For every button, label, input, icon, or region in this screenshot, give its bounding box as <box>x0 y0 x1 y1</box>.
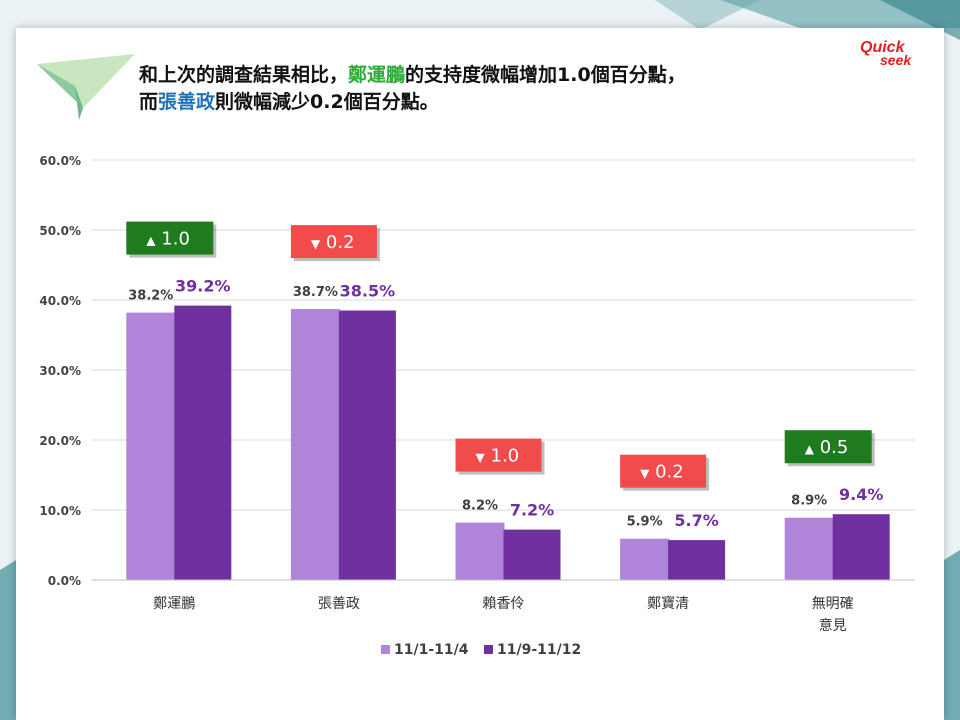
bar-series-1 <box>455 522 505 580</box>
title-text: 而 <box>139 91 159 113</box>
svg-text:seek: seek <box>880 52 912 68</box>
data-label-series-2: 38.5% <box>340 282 396 301</box>
category-label: 意見 <box>819 617 847 634</box>
bar-series-2 <box>668 540 726 580</box>
bar-series-2 <box>338 310 396 580</box>
title-line-1: 和上次的調查結果相比，鄭運鵬的支持度微幅增加1.0個百分點， <box>139 62 686 89</box>
triangle-up-icon: ▲ <box>805 442 815 456</box>
category-label: 張善政 <box>318 596 360 612</box>
title-candidate-blue: 張善政 <box>158 91 216 113</box>
data-label-series-1: 38.7% <box>293 285 338 300</box>
change-value: 1.0 <box>491 446 520 467</box>
data-label-series-2: 7.2% <box>510 501 554 520</box>
bar-series-1 <box>290 309 340 580</box>
data-label-series-2: 39.2% <box>175 277 231 296</box>
slide-title: 和上次的調查結果相比，鄭運鵬的支持度微幅增加1.0個百分點， 而張善政則微幅減少… <box>139 62 686 116</box>
title-text: 的支持度微幅增加1.0個百分點， <box>405 64 686 86</box>
y-tick-label: 0.0% <box>48 574 81 588</box>
legend-label-series-2: 11/9-11/12 <box>497 642 581 658</box>
title-text: 和上次的調查結果相比， <box>139 64 349 86</box>
change-value: 1.0 <box>161 229 190 250</box>
data-label-series-1: 5.9% <box>627 515 663 530</box>
change-badge <box>784 430 872 464</box>
y-tick-label: 20.0% <box>39 434 81 448</box>
y-tick-label: 40.0% <box>39 294 81 308</box>
legend-swatch-series-1 <box>381 645 390 654</box>
category-label: 無明確 <box>812 596 854 612</box>
change-badge <box>290 225 377 259</box>
category-label: 鄭運鵬 <box>153 596 195 612</box>
bar-series-1 <box>620 538 670 580</box>
title-text: 則微幅減少0.2個百分點。 <box>215 91 439 113</box>
triangle-up-icon: ▲ <box>146 234 156 248</box>
triangle-down-icon: ▼ <box>476 451 486 465</box>
paper-plane-icon <box>37 54 135 120</box>
triangle-down-icon: ▼ <box>640 467 650 481</box>
bar-series-1 <box>784 517 834 580</box>
data-label-series-2: 9.4% <box>839 485 883 504</box>
legend-label-series-1: 11/1-11/4 <box>394 642 469 658</box>
quickseek-logo: Quick seek <box>860 39 912 68</box>
change-value: 0.2 <box>326 232 355 253</box>
category-label: 賴香伶 <box>483 596 525 612</box>
svg-text:Quick: Quick <box>860 39 906 56</box>
change-value: 0.5 <box>820 437 849 458</box>
y-tick-label: 10.0% <box>39 504 81 518</box>
data-label-series-1: 8.2% <box>462 499 498 514</box>
data-label-series-1: 8.9% <box>791 494 827 509</box>
change-badge <box>620 454 707 488</box>
bar-series-2 <box>174 305 232 580</box>
change-badge <box>455 438 542 472</box>
y-tick-label: 60.0% <box>39 154 81 168</box>
title-candidate-green: 鄭運鵬 <box>348 64 406 86</box>
bar-series-2 <box>503 529 561 580</box>
change-badge <box>126 221 214 255</box>
data-label-series-2: 5.7% <box>674 511 718 530</box>
change-value: 0.2 <box>655 462 684 483</box>
y-tick-label: 30.0% <box>39 364 81 378</box>
triangle-down-icon: ▼ <box>311 237 321 251</box>
category-label: 鄭寶清 <box>647 596 689 612</box>
data-label-series-1: 38.2% <box>128 289 173 304</box>
bar-series-1 <box>126 312 176 580</box>
title-line-2: 而張善政則微幅減少0.2個百分點。 <box>139 89 686 116</box>
y-tick-label: 50.0% <box>39 224 81 238</box>
bar-series-2 <box>832 514 890 580</box>
legend-swatch-series-2 <box>484 645 493 654</box>
